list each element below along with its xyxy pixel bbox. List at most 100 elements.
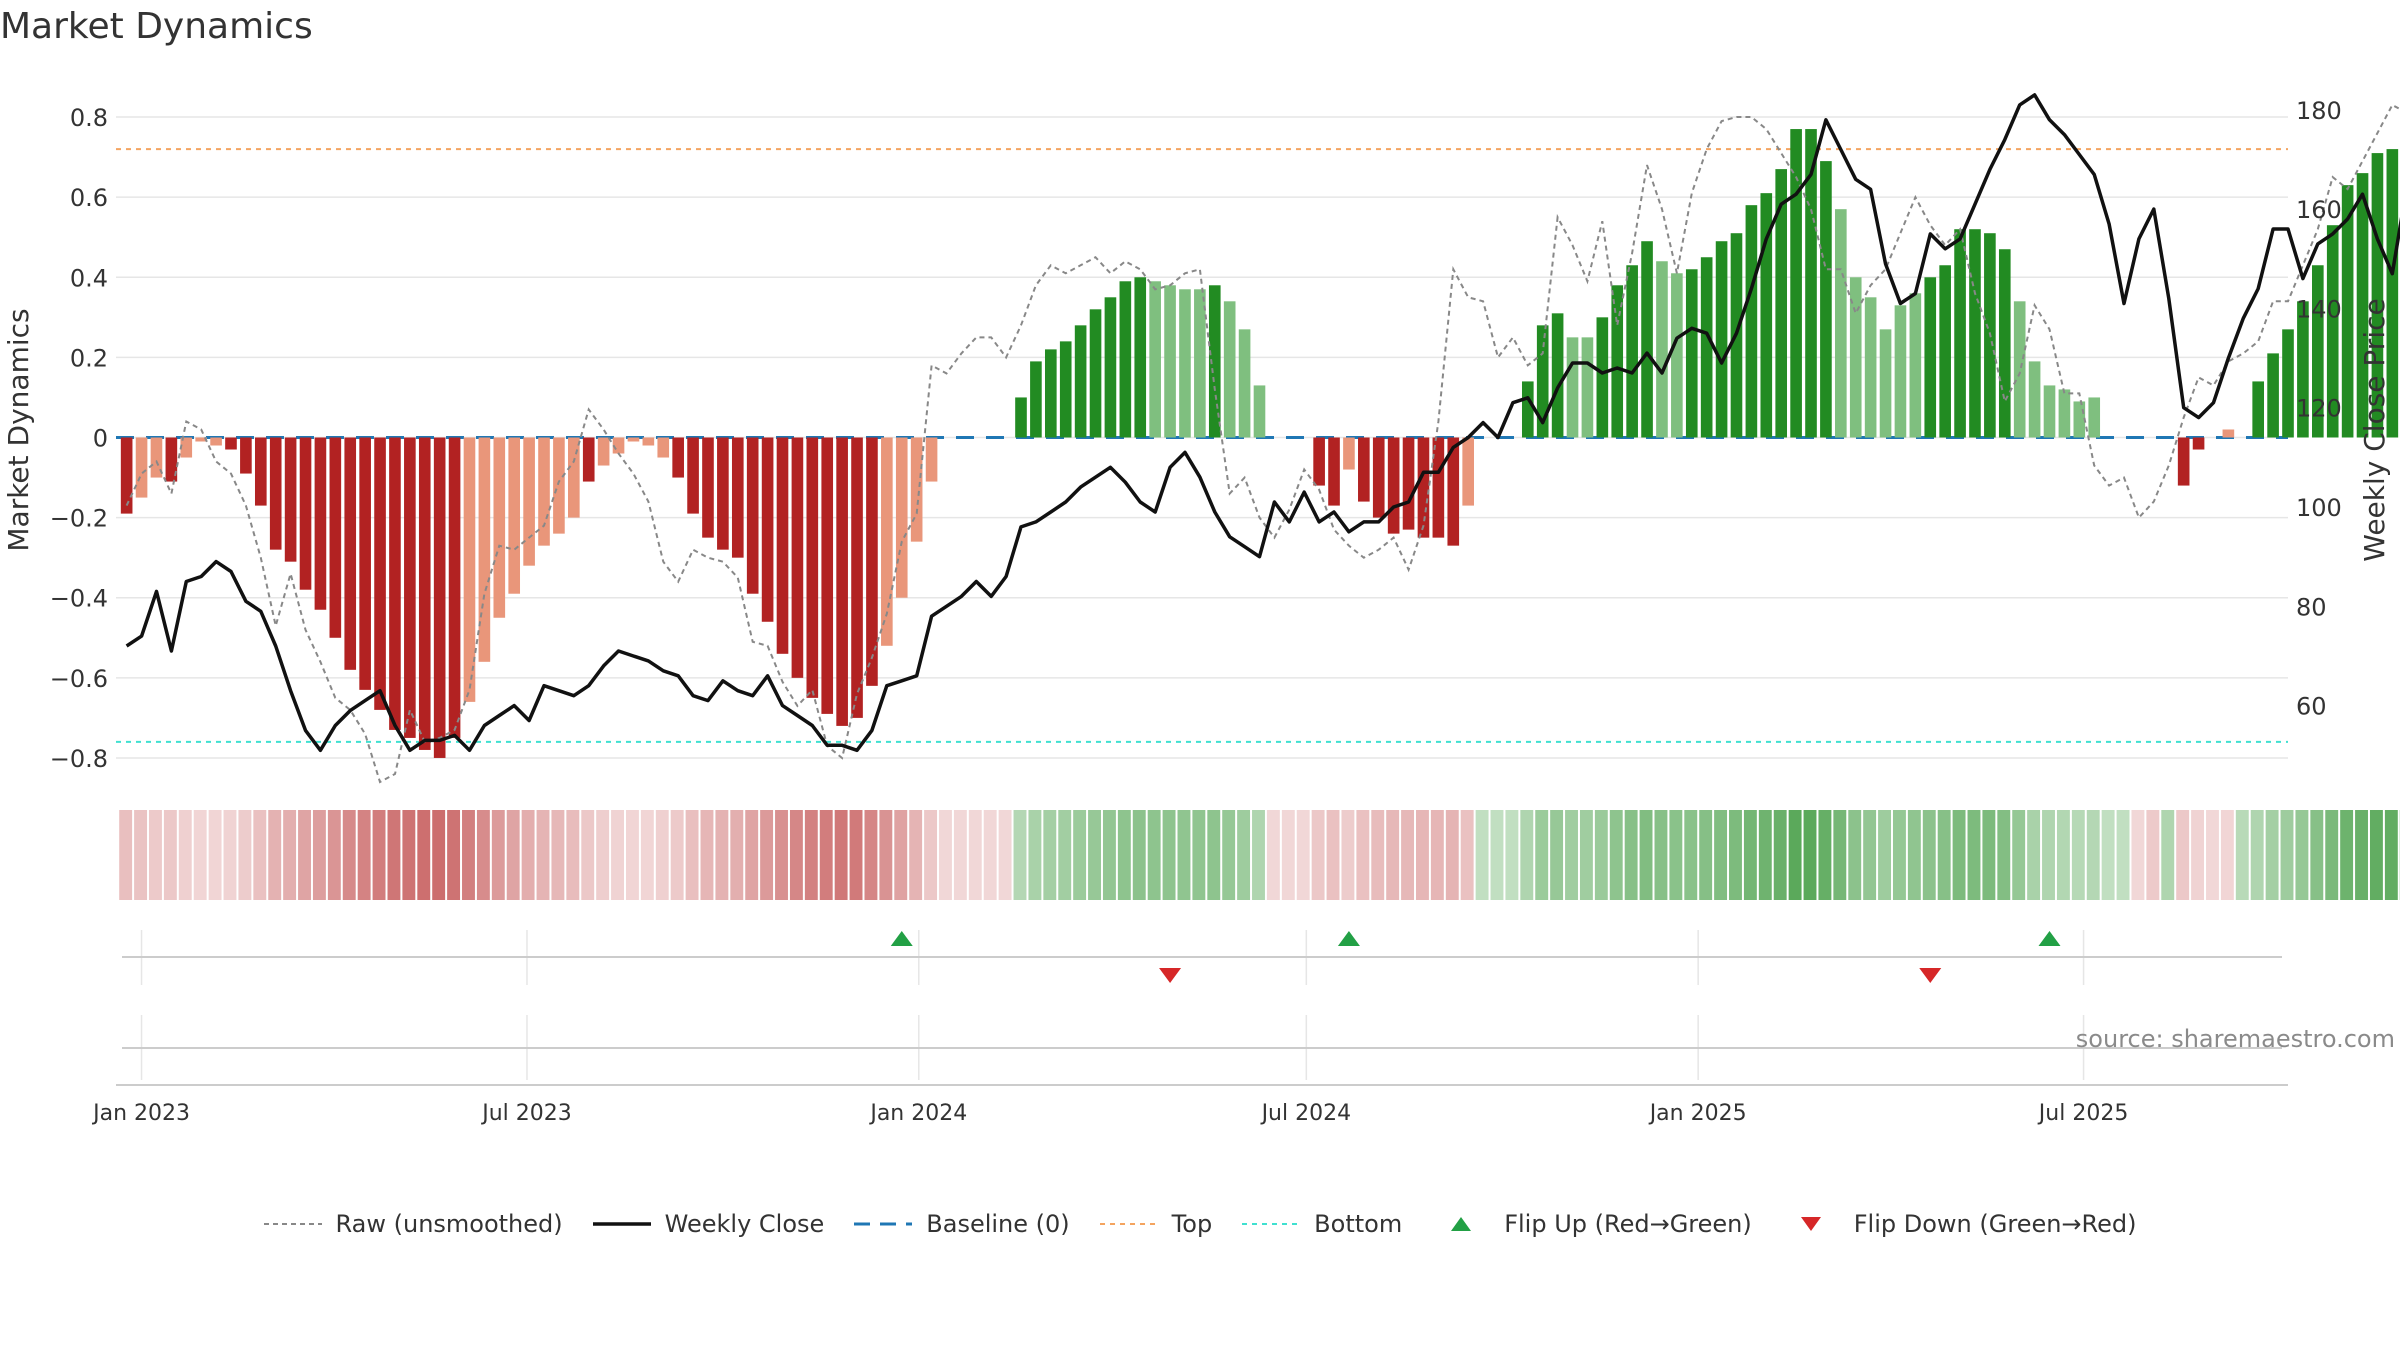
regime-cell bbox=[894, 810, 908, 900]
regime-cell bbox=[1818, 810, 1832, 900]
regime-cell bbox=[223, 810, 237, 900]
dynamics-bar bbox=[1760, 193, 1773, 438]
y2-tick-label: 120 bbox=[2296, 395, 2342, 423]
regime-cell bbox=[1416, 810, 1429, 900]
regime-cell bbox=[2116, 810, 2130, 900]
raw-line bbox=[125, 103, 2400, 784]
legend-item-raw: Raw (unsmoothed) bbox=[263, 1210, 563, 1238]
dynamics-bar bbox=[2311, 265, 2324, 438]
regime-cell bbox=[2310, 810, 2324, 900]
regime-cell bbox=[1222, 810, 1236, 900]
dynamics-bar bbox=[702, 437, 714, 538]
dynamics-bar bbox=[821, 437, 834, 714]
regime-cell bbox=[1773, 810, 1787, 900]
y-tick-label: 0.4 bbox=[70, 264, 108, 292]
y2-tick-label: 180 bbox=[2296, 97, 2342, 125]
regime-cell bbox=[804, 810, 818, 900]
regime-cell bbox=[1550, 810, 1564, 900]
dynamics-bar bbox=[2192, 437, 2205, 450]
dynamics-bar bbox=[240, 437, 252, 474]
regime-cell bbox=[447, 810, 461, 900]
dynamics-bar bbox=[717, 437, 729, 550]
regime-cell bbox=[1863, 810, 1877, 900]
x-tick-label: Jul 2025 bbox=[2037, 1101, 2129, 1126]
y2-tick-label: 60 bbox=[2296, 693, 2327, 721]
regime-cell bbox=[983, 810, 997, 900]
dynamics-bar bbox=[1924, 277, 1937, 438]
x-tick-label: Jan 2024 bbox=[868, 1101, 967, 1126]
flip-up-marker bbox=[890, 931, 913, 946]
regime-cell bbox=[730, 810, 744, 900]
regime-cell bbox=[745, 810, 759, 900]
dynamics-bar bbox=[1849, 277, 1862, 438]
dynamics-bar bbox=[1149, 281, 1161, 438]
dynamics-bar bbox=[433, 437, 446, 758]
y2-tick-label: 100 bbox=[2296, 494, 2342, 522]
x-axis-ticks: Jan 2023 Jul 2023 Jan 2024 Jul 2024 Jan 2025… bbox=[91, 1101, 2128, 1126]
y-tick-label: −0.8 bbox=[50, 745, 108, 773]
legend-label: Flip Up (Red→Green) bbox=[1504, 1210, 1752, 1238]
regime-cell bbox=[2355, 810, 2368, 900]
dynamics-bar bbox=[2386, 149, 2399, 438]
legend-swatch bbox=[592, 1222, 651, 1226]
dynamics-bar bbox=[180, 437, 193, 458]
flip-panel bbox=[122, 930, 2282, 985]
dynamics-bar bbox=[657, 437, 670, 458]
regime-cell bbox=[163, 810, 177, 900]
dynamics-bar bbox=[1939, 265, 1951, 438]
flip-down-marker bbox=[1159, 968, 1182, 983]
dynamics-bar bbox=[523, 437, 535, 566]
dynamics-bar bbox=[910, 437, 923, 542]
regime-cell bbox=[2206, 810, 2219, 900]
regime-cell bbox=[2071, 810, 2085, 900]
regime-cell bbox=[2220, 810, 2234, 900]
legend-item-flip_up: Flip Up (Red→Green) bbox=[1432, 1210, 1752, 1238]
regime-cell bbox=[1401, 810, 1415, 900]
regime-cell bbox=[939, 810, 952, 900]
flip-down-icon bbox=[1800, 1217, 1821, 1231]
regime-cell bbox=[1177, 810, 1191, 900]
dynamics-bar bbox=[314, 437, 327, 610]
dynamics-bar bbox=[1835, 209, 1847, 438]
regime-cell bbox=[1609, 810, 1623, 900]
regime-cell bbox=[834, 810, 848, 900]
y-tick-label: −0.2 bbox=[50, 505, 108, 533]
regime-cell bbox=[849, 810, 863, 900]
dynamics-bar bbox=[135, 437, 148, 498]
regime-cell bbox=[2235, 810, 2249, 900]
regime-strip bbox=[119, 810, 2400, 900]
regime-cell bbox=[1073, 810, 1087, 900]
legend-label: Raw (unsmoothed) bbox=[335, 1210, 563, 1238]
dynamics-bar bbox=[418, 437, 431, 750]
legend-label: Weekly Close bbox=[664, 1210, 825, 1238]
legend-item-bottom: Bottom bbox=[1242, 1210, 1402, 1238]
regime-cell bbox=[566, 810, 580, 900]
raw-series bbox=[125, 103, 2400, 784]
regime-cell bbox=[357, 810, 371, 900]
dynamics-bar bbox=[1745, 205, 1758, 438]
regime-cell bbox=[1460, 810, 1474, 900]
dynamics-bar bbox=[120, 437, 133, 514]
regime-cell bbox=[1028, 810, 1042, 900]
legend-label: Baseline (0) bbox=[926, 1210, 1070, 1238]
y2-tick-label: 140 bbox=[2296, 295, 2342, 323]
dynamics-bar bbox=[1253, 385, 1266, 438]
regime-cell bbox=[625, 810, 639, 900]
regime-cell bbox=[596, 810, 610, 900]
legend-swatch bbox=[1242, 1223, 1301, 1225]
regime-cell bbox=[253, 810, 267, 900]
empty-panel bbox=[116, 1015, 2288, 1086]
dynamics-bar bbox=[672, 437, 684, 478]
dynamics-bar bbox=[791, 437, 804, 678]
dynamics-bar bbox=[1447, 437, 1460, 546]
dynamics-bar bbox=[597, 437, 610, 466]
dynamics-bar bbox=[2297, 301, 2309, 438]
regime-cell bbox=[1878, 810, 1891, 900]
dynamics-bar bbox=[1104, 297, 1117, 438]
regime-cell bbox=[2384, 810, 2398, 900]
regime-cell bbox=[2146, 810, 2160, 900]
regime-cell bbox=[1833, 810, 1847, 900]
regime-cell bbox=[1207, 810, 1221, 900]
dynamics-bar bbox=[210, 437, 222, 446]
regime-cell bbox=[879, 810, 893, 900]
